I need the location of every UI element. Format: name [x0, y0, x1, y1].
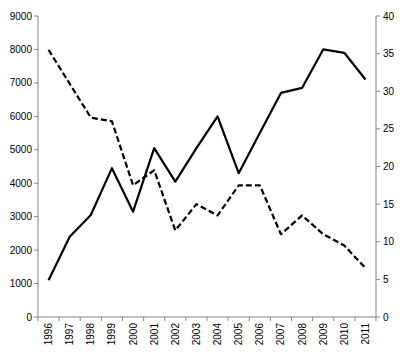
y2-tick — [376, 204, 380, 205]
y2-tick — [376, 16, 380, 17]
y-tick-label: 9000 — [10, 11, 33, 22]
x-tick — [333, 317, 334, 321]
series-line — [49, 49, 366, 280]
y-tick-label: 2000 — [10, 245, 33, 256]
y-axis-line — [38, 16, 39, 317]
y-tick-label: 0 — [26, 312, 32, 323]
y-tick — [34, 183, 38, 184]
x-tick — [270, 317, 271, 321]
y2-tick-label: 5 — [383, 274, 389, 285]
chart-svg: 0 1000 2000 3000 4000 5000 6000 7000 8000 9000 0 5 1… — [0, 0, 414, 359]
plot-area — [49, 49, 366, 280]
y-tick — [34, 250, 38, 251]
x-tick-label: 1998 — [85, 323, 96, 346]
y2-tick — [376, 166, 380, 167]
y2-tick — [376, 241, 380, 242]
x-tick-label: 1997 — [64, 323, 75, 346]
x-tick — [312, 317, 313, 321]
y-tick — [34, 82, 38, 83]
x-tick-label: 2001 — [149, 323, 160, 346]
y2-tick — [376, 53, 380, 54]
x-tick-label: 2008 — [297, 323, 308, 346]
y-tick-label: 1000 — [10, 278, 33, 289]
chart-container: 0 1000 2000 3000 4000 5000 6000 7000 8000 9000 0 5 1… — [0, 0, 414, 359]
y-tick-label: 5000 — [10, 144, 33, 155]
y2-tick-label: 15 — [383, 199, 395, 210]
x-tick-label: 2004 — [212, 323, 223, 346]
x-tick-label: 2009 — [318, 323, 329, 346]
x-tick-label: 2010 — [339, 323, 350, 346]
y2-tick-label: 40 — [383, 11, 395, 22]
series-line — [49, 50, 366, 268]
y-tick — [34, 116, 38, 117]
x-tick-label: 2005 — [233, 323, 244, 346]
y-tick — [34, 317, 38, 318]
x-tick — [354, 317, 355, 321]
x-tick-label: 2000 — [128, 323, 139, 346]
x-tick-label: 2003 — [191, 323, 202, 346]
x-tick-label: 1999 — [106, 323, 117, 346]
background — [0, 0, 414, 359]
x-tick — [80, 317, 81, 321]
y-tick-label: 7000 — [10, 77, 33, 88]
y2-tick — [376, 128, 380, 129]
x-tick — [143, 317, 144, 321]
x-tick-label: 1996 — [43, 323, 54, 346]
y-tick — [34, 149, 38, 150]
y-tick — [34, 49, 38, 50]
x-tick — [59, 317, 60, 321]
y-tick — [34, 216, 38, 217]
y2-tick-label: 30 — [383, 86, 395, 97]
y2-tick-label: 10 — [383, 236, 395, 247]
y2-tick — [376, 317, 380, 318]
x-tick — [164, 317, 165, 321]
x-tick — [207, 317, 208, 321]
x-tick-label: 2007 — [275, 323, 286, 346]
x-tick — [185, 317, 186, 321]
x-tick-label: 2011 — [360, 323, 371, 345]
x-tick-label: 2006 — [254, 323, 265, 346]
y-tick-label: 8000 — [10, 44, 33, 55]
y2-tick — [376, 91, 380, 92]
y2-tick-label: 0 — [383, 312, 389, 323]
y-tick-label: 6000 — [10, 111, 33, 122]
y2-tick-label: 35 — [383, 48, 395, 59]
x-tick — [38, 317, 39, 321]
x-tick — [122, 317, 123, 321]
y2-tick — [376, 279, 380, 280]
x-tick — [228, 317, 229, 321]
y2-tick-label: 25 — [383, 123, 395, 134]
y-tick-label: 4000 — [10, 178, 33, 189]
x-tick-label: 2002 — [170, 323, 181, 346]
x-tick — [101, 317, 102, 321]
y-tick-label: 3000 — [10, 211, 33, 222]
x-tick — [376, 317, 377, 321]
y-tick — [34, 283, 38, 284]
x-tick — [291, 317, 292, 321]
y2-tick-label: 20 — [383, 161, 395, 172]
x-tick — [249, 317, 250, 321]
y-tick — [34, 16, 38, 17]
